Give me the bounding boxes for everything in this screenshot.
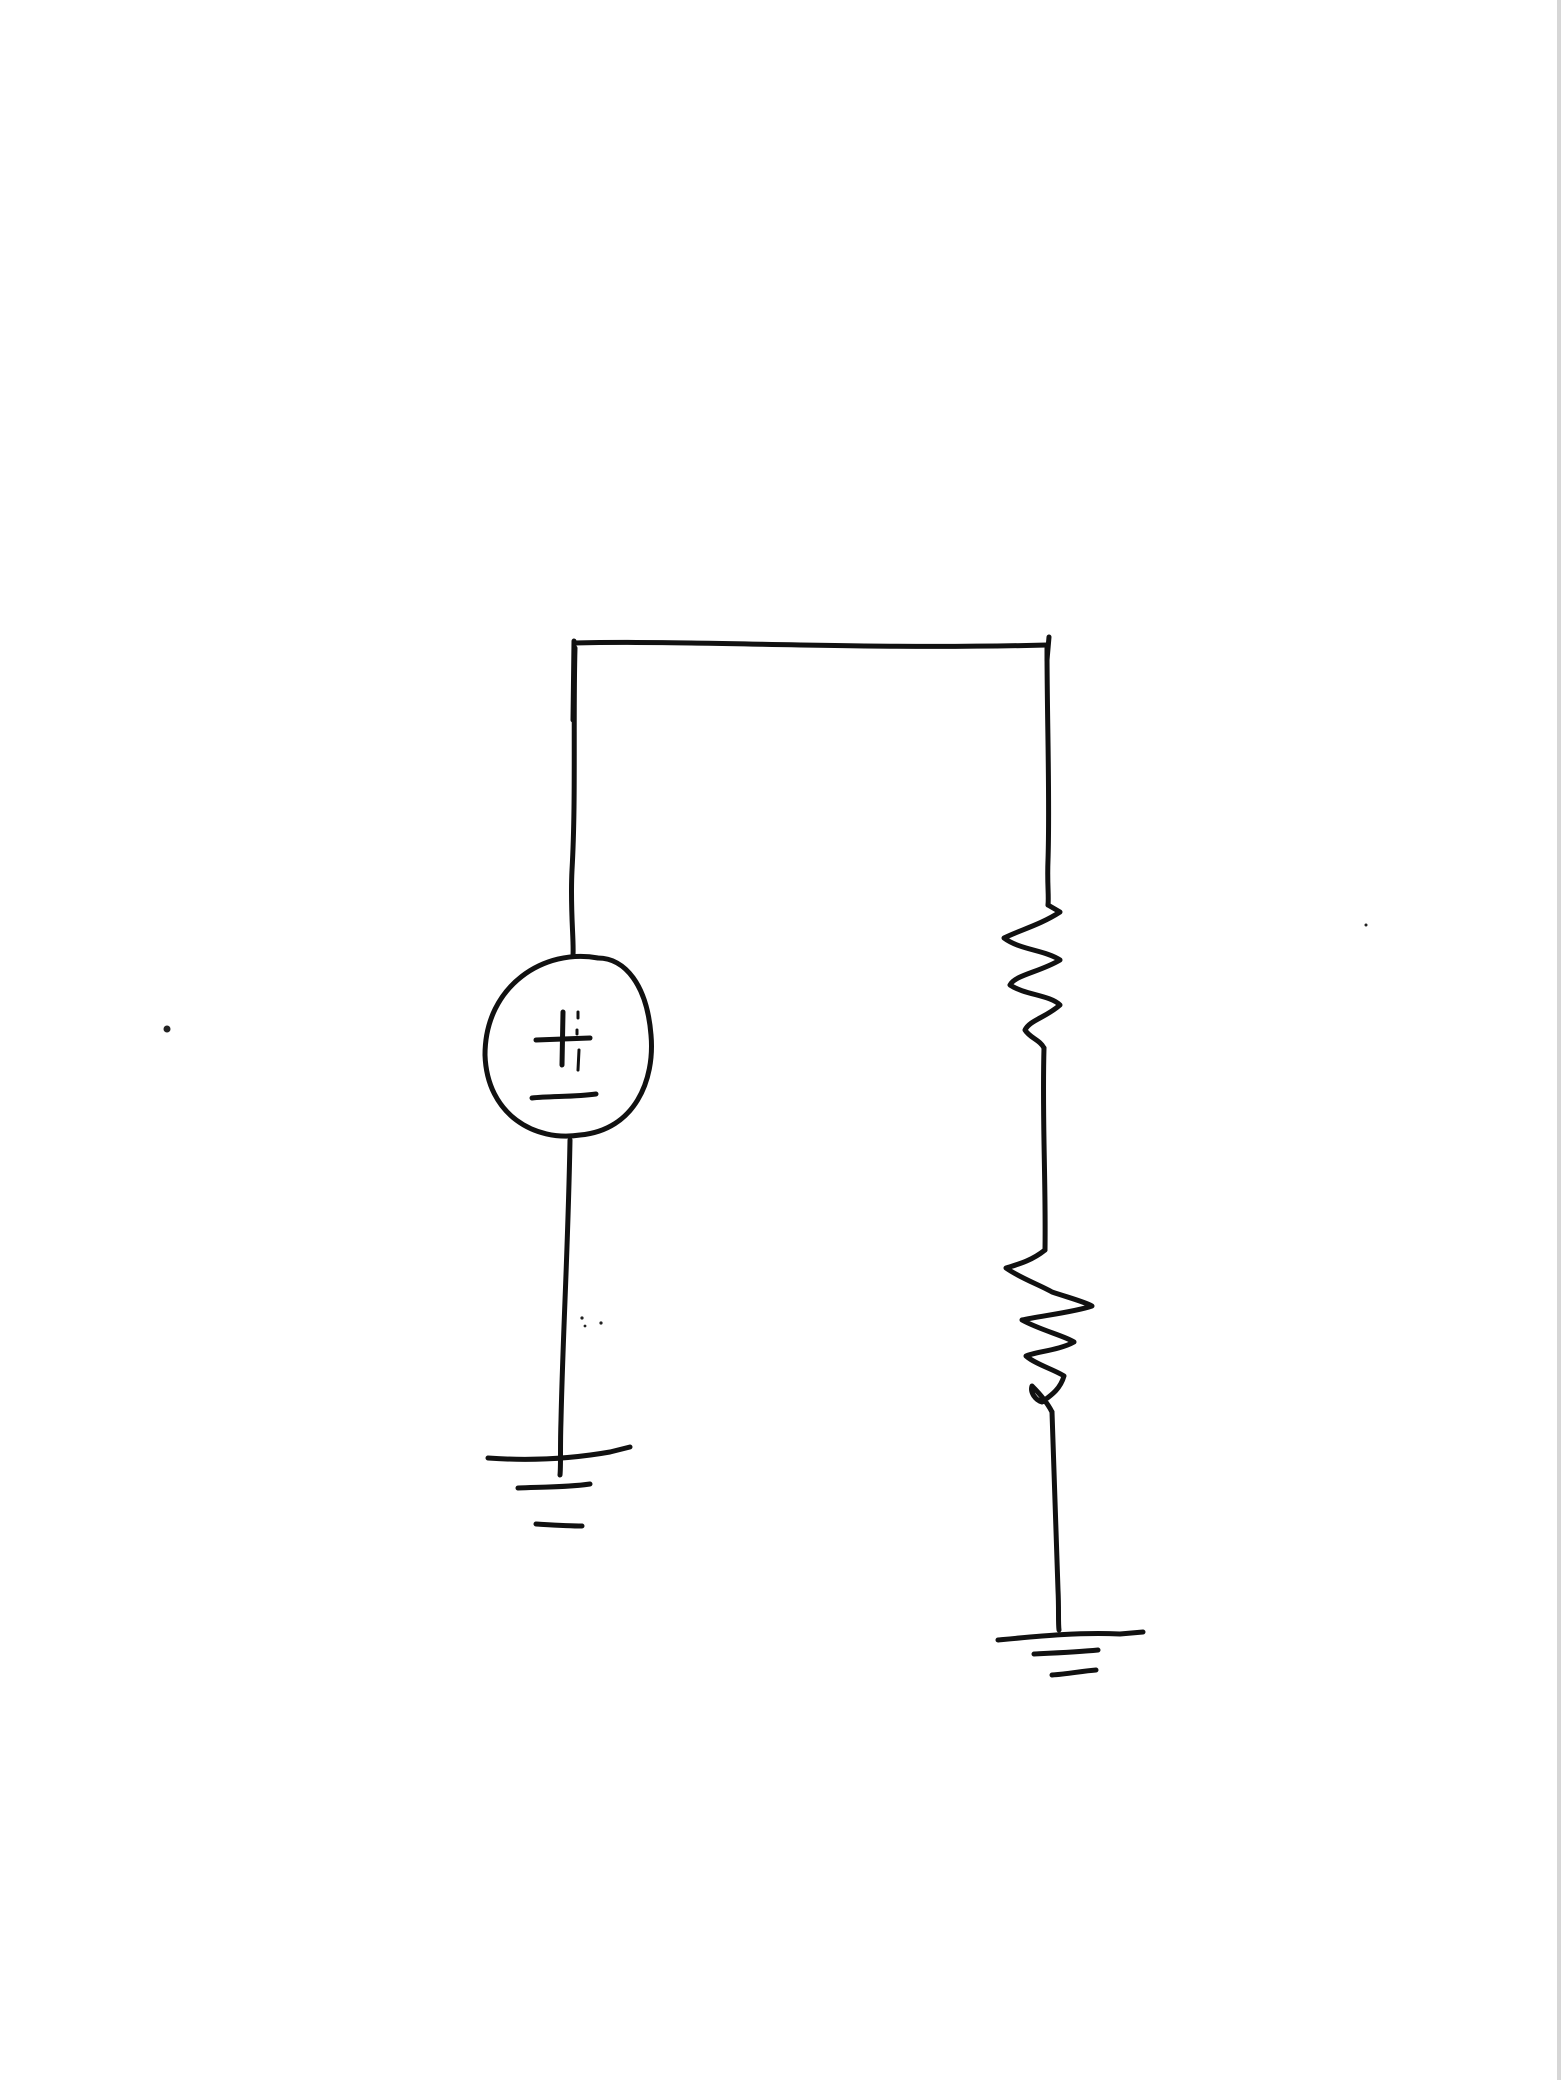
ground-left-line-2 xyxy=(515,1481,593,1491)
paper-specks xyxy=(163,923,1368,1328)
wire-right-middle xyxy=(1040,1045,1048,1253)
ground-left-line-3 xyxy=(533,1521,585,1529)
voltage-source-circle xyxy=(482,954,654,1139)
plus-minus-icon xyxy=(529,1009,599,1101)
wire-right-upper xyxy=(1044,645,1052,908)
page-edge xyxy=(1557,0,1561,2080)
resistor-r1 xyxy=(1001,902,1063,1051)
ground-left-line-1 xyxy=(485,1444,633,1462)
top-wire xyxy=(570,634,1052,723)
wire-left-lower xyxy=(557,1137,573,1478)
resistor-r2 xyxy=(1003,1247,1095,1415)
voltage-source xyxy=(482,954,654,1139)
wire-right-lower xyxy=(1049,1409,1062,1633)
ground-right-line-1 xyxy=(995,1629,1146,1643)
ground-right-line-3 xyxy=(1049,1667,1099,1678)
wire-left-upper xyxy=(568,645,578,958)
ground-right-line-2 xyxy=(1031,1647,1101,1657)
ground-right xyxy=(995,1629,1146,1678)
ground-left xyxy=(485,1444,633,1529)
